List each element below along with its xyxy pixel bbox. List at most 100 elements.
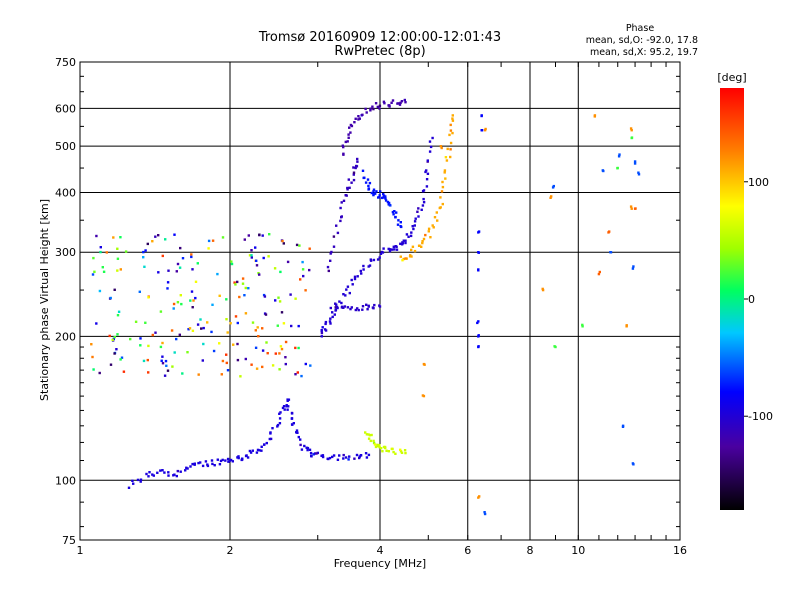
data-point: [344, 456, 348, 459]
data-point: [477, 320, 480, 323]
data-point: [241, 282, 245, 285]
data-point: [379, 252, 383, 255]
data-point: [326, 265, 330, 269]
data-point: [476, 321, 479, 325]
data-point: [435, 211, 438, 214]
data-point: [477, 268, 480, 271]
data-point: [347, 178, 350, 181]
data-point: [269, 432, 272, 435]
data-point: [202, 342, 205, 346]
data-point: [332, 245, 336, 248]
y-tick-label: 600: [55, 102, 76, 115]
data-point: [392, 245, 395, 248]
data-point: [338, 454, 341, 457]
data-point: [262, 293, 266, 297]
data-point: [432, 226, 435, 229]
data-point: [219, 459, 223, 463]
data-point: [329, 259, 332, 262]
data-point: [372, 192, 376, 196]
data-point: [191, 268, 194, 271]
data-point: [271, 364, 275, 367]
data-point: [216, 458, 219, 461]
data-point: [316, 451, 319, 455]
data-point: [347, 133, 350, 136]
data-point: [618, 153, 621, 156]
data-point: [451, 114, 454, 117]
data-point: [225, 361, 228, 365]
data-point: [109, 296, 112, 300]
data-point: [146, 242, 149, 246]
data-point: [263, 295, 267, 298]
data-point: [199, 461, 202, 464]
data-point: [372, 190, 375, 193]
data-point: [191, 329, 195, 332]
data-point: [262, 256, 265, 260]
data-point: [431, 224, 434, 227]
data-point: [147, 296, 150, 299]
data-point: [237, 456, 240, 460]
data-point: [119, 358, 122, 361]
data-point: [308, 448, 312, 451]
data-point: [181, 257, 185, 260]
data-point: [124, 250, 128, 253]
data-point: [306, 446, 310, 450]
data-point: [190, 255, 193, 259]
data-point: [348, 126, 351, 129]
data-point: [403, 449, 407, 452]
data-point: [340, 215, 343, 218]
data-point: [390, 447, 393, 451]
y-tick-label: 200: [55, 330, 76, 343]
data-point: [362, 268, 365, 271]
data-point: [617, 155, 621, 158]
data-point: [428, 150, 432, 153]
colorbar-tick-label: 100: [748, 176, 769, 189]
data-point: [375, 190, 378, 193]
data-point: [608, 230, 611, 233]
data-point: [191, 306, 194, 309]
data-point: [190, 290, 194, 293]
data-point: [358, 456, 361, 460]
data-point: [228, 459, 231, 462]
data-point: [254, 346, 258, 349]
data-point: [278, 368, 281, 371]
data-point: [397, 219, 400, 222]
data-point: [342, 453, 345, 457]
data-point: [425, 169, 428, 172]
data-point: [372, 439, 375, 443]
data-point: [374, 102, 378, 105]
data-point: [384, 199, 388, 202]
data-point: [289, 293, 292, 296]
data-point: [354, 166, 357, 170]
data-point: [346, 285, 350, 288]
data-point: [379, 447, 383, 450]
data-point: [261, 327, 264, 330]
data-point: [393, 210, 396, 213]
data-point: [382, 194, 386, 197]
data-point: [157, 234, 160, 237]
data-point: [280, 311, 284, 314]
data-point: [167, 269, 170, 272]
data-point: [147, 475, 150, 478]
data-point: [255, 367, 259, 370]
data-point: [216, 272, 219, 276]
data-point: [265, 341, 268, 344]
data-point: [113, 352, 116, 355]
data-point: [446, 147, 449, 151]
data-point: [366, 178, 370, 181]
data-point: [368, 264, 372, 267]
data-point: [630, 136, 634, 139]
data-point: [420, 208, 423, 211]
data-point: [368, 181, 372, 185]
data-point: [631, 462, 635, 465]
data-point: [400, 100, 404, 103]
y-tick-label: 500: [55, 140, 76, 153]
data-point: [310, 454, 313, 458]
data-point: [295, 429, 299, 432]
data-point: [260, 445, 263, 448]
data-point: [181, 372, 184, 375]
data-point: [399, 221, 402, 224]
data-point: [204, 460, 208, 463]
data-point: [378, 444, 381, 447]
data-point: [199, 318, 202, 321]
data-point: [134, 320, 138, 323]
